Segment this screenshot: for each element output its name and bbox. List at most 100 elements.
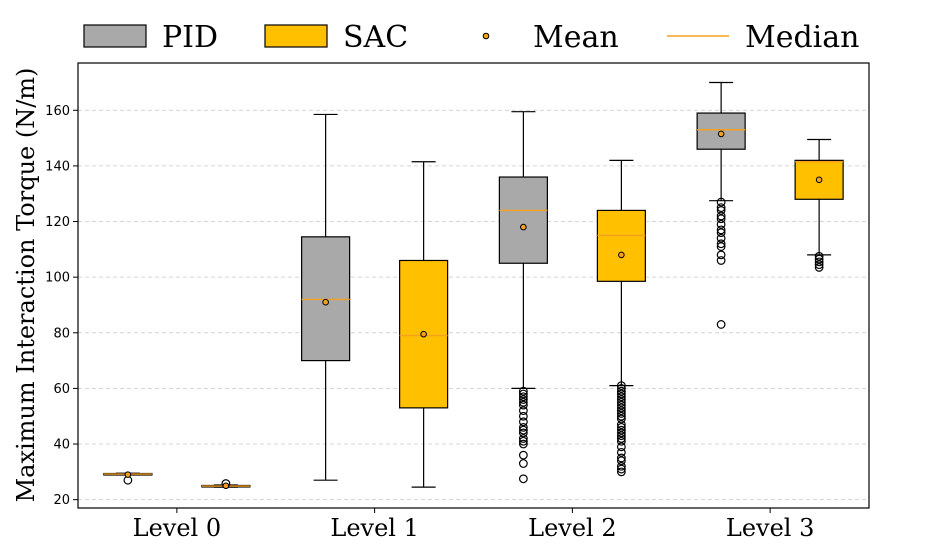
mean-marker <box>717 130 725 138</box>
box-pid-level-0 <box>103 471 153 485</box>
legend-entry-sac: SAC <box>264 20 408 55</box>
outlier-point <box>616 434 626 443</box>
outlier-point <box>518 395 528 404</box>
y-axis-label: Maximum Interaction Torque (N/m) <box>12 68 40 503</box>
outlier-point <box>716 242 726 251</box>
y-tick-label: 120 <box>45 215 70 230</box>
plot-frame <box>77 62 870 509</box>
outlier-point <box>616 381 626 391</box>
x-tick-label: Level 0 <box>133 514 221 542</box>
mean-marker <box>124 471 132 478</box>
outlier-point <box>814 263 824 272</box>
outlier-point <box>518 392 528 402</box>
legend-label: Mean <box>533 20 619 55</box>
outlier-point <box>616 425 626 435</box>
y-tick-label: 140 <box>45 159 70 174</box>
box-sac-level-0 <box>201 479 251 490</box>
x-tick-label: Level 3 <box>726 514 814 542</box>
outlier-point <box>616 414 626 424</box>
outlier-point <box>518 406 528 416</box>
outlier-point <box>716 250 726 260</box>
outlier-point <box>616 431 626 441</box>
mean-marker <box>222 482 230 490</box>
outlier-point <box>518 459 528 468</box>
mean-marker <box>420 330 427 338</box>
mean-marker <box>815 176 823 184</box>
outlier-point <box>518 422 528 432</box>
box-pid-level-2 <box>498 111 548 484</box>
box-sac-level-1 <box>399 161 449 488</box>
outlier-point <box>616 403 626 413</box>
outlier-point <box>518 428 528 438</box>
outlier-point <box>518 425 528 435</box>
gridlines <box>78 109 869 501</box>
y-tick-label: 60 <box>53 382 70 397</box>
outlier-point <box>518 411 528 421</box>
outlier-point <box>616 436 626 446</box>
outlier-point <box>616 453 626 463</box>
box-pid-level-1 <box>301 113 351 481</box>
outlier-point <box>518 474 528 484</box>
legend-entry-median: Median <box>667 20 859 55</box>
outlier-point <box>616 428 626 438</box>
legend-swatch <box>264 24 328 48</box>
legend-label: PID <box>162 20 218 55</box>
outlier-point <box>616 467 626 477</box>
outlier-point <box>716 233 726 243</box>
outlier-point <box>616 411 626 421</box>
legend-marker <box>482 32 490 40</box>
outlier-point <box>716 239 726 249</box>
outlier-point <box>518 450 528 460</box>
outlier-point <box>616 397 626 407</box>
y-axis: 20 40 60 80 100 120 140 160 <box>45 104 78 508</box>
outlier-point <box>716 214 726 224</box>
outlier-point <box>716 228 726 238</box>
outlier-point <box>616 464 626 474</box>
legend-swatch <box>83 24 147 48</box>
legend: PID SAC Mean Median <box>83 20 859 55</box>
outlier-point <box>616 389 626 399</box>
outlier-point <box>716 219 726 229</box>
outlier-point <box>616 392 626 402</box>
box-groups <box>103 81 844 490</box>
outlier-point <box>518 439 528 449</box>
outlier-point <box>616 386 626 396</box>
outlier-point <box>616 422 626 432</box>
x-axis: Level 0 Level 1 Level 2 Level 3 <box>133 508 814 542</box>
outlier-point <box>716 203 726 213</box>
outlier-point <box>518 436 528 446</box>
outlier-point <box>616 442 626 452</box>
iqr-box <box>498 176 548 264</box>
y-tick-label: 160 <box>45 104 70 119</box>
outlier-point <box>814 254 824 264</box>
legend-entry-pid: PID <box>83 20 218 55</box>
outlier-point <box>716 320 726 329</box>
legend-label: SAC <box>343 20 408 55</box>
mean-marker <box>322 298 329 306</box>
outlier-point <box>518 417 528 427</box>
outlier-point <box>518 400 528 410</box>
outlier-point <box>616 400 626 410</box>
mean-marker <box>520 223 527 231</box>
outlier-point <box>616 395 626 404</box>
outlier-point <box>518 397 528 407</box>
outlier-point <box>616 420 626 429</box>
box-sac-level-3 <box>794 138 844 272</box>
legend-entry-mean: Mean <box>482 20 619 55</box>
outlier-point <box>716 197 726 207</box>
outlier-point <box>616 406 626 416</box>
y-tick-label: 20 <box>53 493 70 508</box>
y-tick-label: 80 <box>53 326 70 341</box>
outlier-point <box>616 409 626 418</box>
outlier-point <box>518 386 528 396</box>
outlier-point <box>616 461 626 471</box>
y-tick-label: 40 <box>53 438 70 453</box>
outlier-point <box>814 251 824 261</box>
outlier-point <box>716 206 726 215</box>
outlier-point <box>616 447 626 457</box>
box-pid-level-3 <box>696 81 746 329</box>
outlier-point <box>814 260 824 270</box>
box-sac-level-2 <box>596 159 646 477</box>
outlier-point <box>716 256 726 265</box>
